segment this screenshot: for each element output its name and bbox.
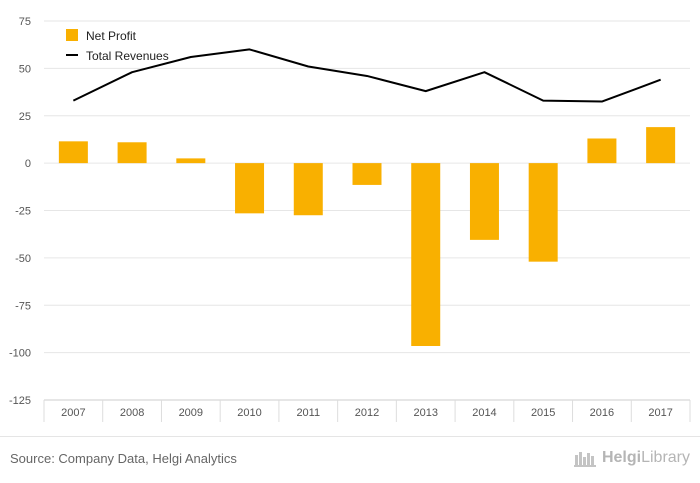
x-tick-label: 2015 xyxy=(531,407,555,419)
bar-net-profit-2016 xyxy=(587,138,617,164)
x-tick-label: 2012 xyxy=(355,407,379,419)
x-tick-label: 2008 xyxy=(120,407,144,419)
y-tick-label: 50 xyxy=(19,63,31,75)
legend-label-net-profit: Net Profit xyxy=(86,29,137,43)
legend: Net Profit Total Revenues xyxy=(66,29,169,63)
net-profit-bars xyxy=(58,127,676,346)
y-tick-label: -25 xyxy=(15,206,31,218)
bar-net-profit-2009 xyxy=(176,158,206,164)
x-tick-label: 2009 xyxy=(179,407,203,419)
y-axis: 75 50 25 0 -25 -50 -75 -100 -125 xyxy=(9,16,31,407)
x-tick-label: 2007 xyxy=(61,407,85,419)
x-tick-label: 2017 xyxy=(648,407,672,419)
source-note: Source: Company Data, Helgi Analytics xyxy=(10,451,237,466)
bar-net-profit-2012 xyxy=(352,163,382,185)
chart: 75 50 25 0 -25 -50 -75 -100 -125 2007 2008 2009 201… xyxy=(9,16,691,422)
x-axis: 2007 2008 2009 2010 2011 2012 2013 2014 2015 2016… xyxy=(43,400,691,422)
brand-name-part2: Library xyxy=(641,449,690,466)
y-tick-label: -100 xyxy=(9,348,31,360)
x-tick-label: 2016 xyxy=(590,407,614,419)
legend-label-total-revenues: Total Revenues xyxy=(86,49,169,63)
y-tick-label: -50 xyxy=(15,253,31,265)
brand-name-part1: Helgi xyxy=(601,449,642,466)
x-tick-label: 2011 xyxy=(296,407,320,419)
x-tick-label: 2013 xyxy=(413,407,437,419)
library-icon xyxy=(573,452,596,467)
footer-divider xyxy=(0,436,700,437)
bar-net-profit-2008 xyxy=(117,142,147,164)
y-tick-label: 25 xyxy=(19,111,31,123)
y-tick-label: 75 xyxy=(19,16,31,28)
bar-net-profit-2013 xyxy=(411,163,441,346)
bar-net-profit-2010 xyxy=(235,163,265,214)
bar-net-profit-2007 xyxy=(58,141,88,164)
total-revenues-line-group xyxy=(72,48,661,103)
legend-swatch-net-profit xyxy=(66,29,78,41)
y-tick-label: -125 xyxy=(9,395,31,407)
x-tick-label: 2014 xyxy=(472,407,496,419)
bar-net-profit-2014 xyxy=(469,163,499,240)
bar-net-profit-2011 xyxy=(293,163,323,216)
brand-logo: Helgi Library xyxy=(573,449,690,467)
bar-net-profit-2017 xyxy=(646,127,676,164)
bar-net-profit-2015 xyxy=(528,163,558,262)
x-tick-label: 2010 xyxy=(237,407,261,419)
y-tick-label: -75 xyxy=(15,300,31,312)
y-tick-label: 0 xyxy=(25,158,31,170)
gridlines xyxy=(44,20,690,401)
